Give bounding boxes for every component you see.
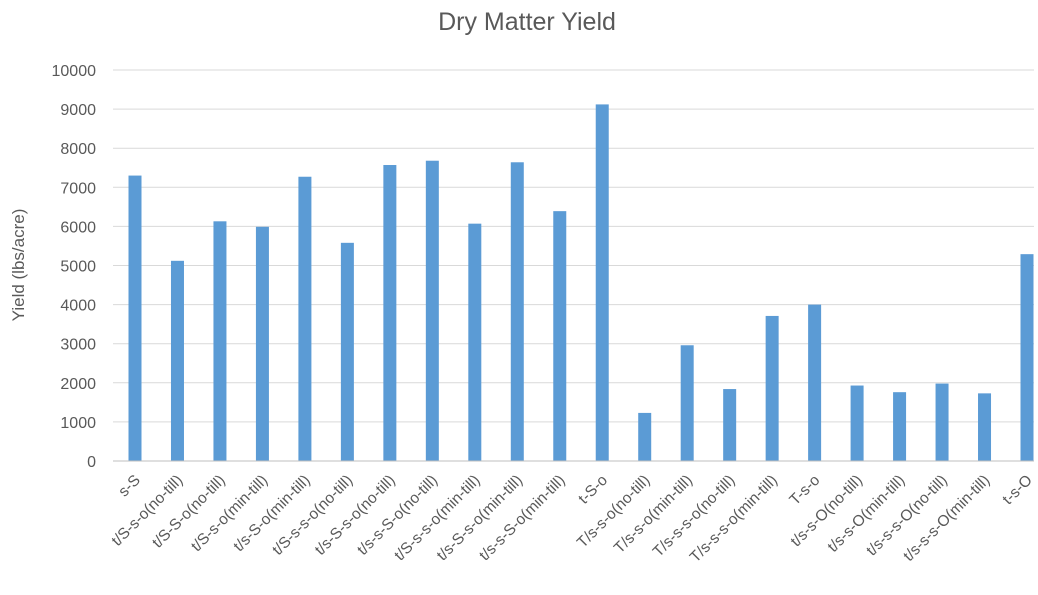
y-tick-label: 5000	[60, 259, 96, 276]
bar	[978, 393, 992, 461]
bar	[170, 260, 184, 461]
y-tick-label: 3000	[60, 337, 96, 354]
x-tick-label: t-S-o	[575, 472, 611, 508]
y-tick-label: 10000	[52, 63, 97, 80]
bar	[808, 304, 822, 461]
y-axis-ticks: 0 1000 2000 3000 4000 5000 6000 7000 8000 9000 100…	[52, 63, 97, 471]
y-tick-label: 0	[87, 454, 96, 471]
bar	[723, 389, 737, 461]
y-tick-label: 9000	[60, 102, 96, 119]
bar	[425, 160, 439, 461]
bar	[510, 162, 524, 461]
bar	[893, 392, 907, 461]
y-tick-label: 4000	[60, 298, 96, 315]
bar	[255, 226, 269, 461]
bars	[128, 104, 1034, 462]
y-tick-label: 2000	[60, 376, 96, 393]
bar	[935, 383, 949, 461]
y-tick-label: 6000	[60, 219, 96, 236]
chart-title: Dry Matter Yield	[438, 8, 616, 36]
y-tick-label: 7000	[60, 180, 96, 197]
bar	[213, 221, 227, 461]
bar	[680, 345, 694, 461]
bar	[340, 242, 354, 461]
y-tick-label: 8000	[60, 141, 96, 158]
bar	[595, 104, 609, 462]
y-axis-label: Yield (lbs/acre)	[9, 209, 28, 322]
x-tick-label: t-s-O	[999, 472, 1035, 508]
gridlines	[113, 69, 1034, 423]
x-tick-label: T-s-o	[786, 472, 823, 509]
bar	[553, 211, 567, 461]
bar	[298, 176, 312, 462]
bar	[638, 412, 652, 461]
bar	[128, 175, 142, 461]
y-tick-label: 1000	[60, 415, 96, 432]
bar	[765, 315, 779, 461]
bar	[850, 385, 864, 461]
x-axis-ticks: s-St/S-s-o(no-till)t/S-S-o(no-till)t/S-s…	[109, 472, 1036, 566]
bar	[1020, 254, 1034, 461]
x-tick-label: s-S	[115, 472, 143, 500]
bar	[468, 223, 482, 461]
bar	[383, 165, 397, 461]
